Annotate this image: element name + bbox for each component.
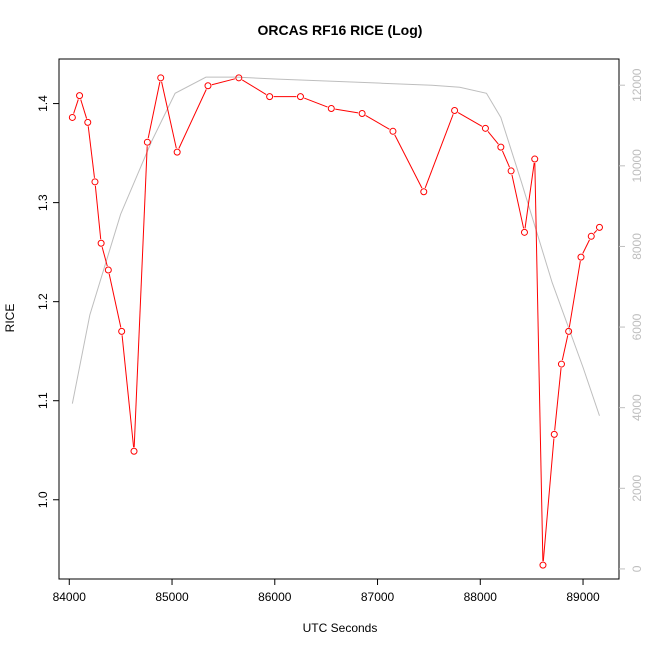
rice-line-segment [424, 114, 454, 189]
x-axis: 84000 85000 86000 87000 88000 89000 [53, 579, 600, 604]
rice-point [173, 148, 181, 156]
y2-tick-label: 0 [630, 565, 644, 572]
rice-line-segment [457, 112, 483, 127]
y-axis-label: RICE [3, 304, 17, 333]
rice-line-segment [394, 134, 423, 189]
rice-line-segment [501, 150, 510, 168]
rice-point [507, 167, 515, 175]
rice-point [389, 127, 397, 135]
rice-line-segment [161, 81, 177, 149]
rice-line-segment [101, 246, 108, 267]
rice-line-segment [554, 367, 562, 431]
rice-line-segment [568, 260, 581, 328]
rice-line-segment [121, 335, 135, 448]
y-axis-left: 1.0 1.1 1.2 1.3 1.4 [36, 95, 59, 508]
rice-point [451, 107, 459, 115]
x-tick-label: 88000 [464, 590, 498, 604]
rice-point [557, 360, 565, 368]
altitude-series [71, 76, 600, 416]
rice-line-segment [511, 174, 525, 229]
rice-line-segment [94, 185, 102, 240]
rice-line-segment [335, 108, 359, 114]
rice-point [481, 124, 489, 132]
y2-tick-label: 12000 [630, 68, 644, 102]
rice-line-segment [365, 115, 390, 130]
y-tick-label: 1.4 [36, 95, 50, 112]
rice-point [358, 109, 366, 117]
y2-tick-label: 4000 [630, 394, 644, 421]
rice-line-segment [147, 81, 161, 139]
rice-line-segment [542, 438, 555, 562]
rice-point [266, 93, 274, 101]
rice-point [143, 138, 151, 146]
rice-point [76, 92, 84, 100]
x-tick-label: 89000 [566, 590, 600, 604]
x-tick-label: 85000 [155, 590, 189, 604]
rice-point [587, 232, 595, 240]
x-axis-label: UTC Seconds [303, 621, 378, 635]
rice-point [104, 266, 112, 274]
rice-point [327, 105, 335, 113]
x-tick-label: 84000 [53, 590, 87, 604]
y2-tick-label: 2000 [630, 475, 644, 502]
rice-point [130, 447, 138, 455]
rice-point [84, 118, 92, 126]
y-tick-label: 1.0 [36, 491, 50, 508]
rice-point [565, 327, 573, 335]
rice-line-segment [211, 78, 236, 86]
rice-point [550, 430, 558, 438]
rice-point [235, 74, 243, 82]
rice-line-segment [582, 239, 590, 254]
y-tick-label: 1.2 [36, 293, 50, 310]
y2-tick-label: 10000 [630, 149, 644, 183]
rice-series [68, 74, 603, 569]
rice-point [204, 82, 212, 90]
rice-point [520, 228, 528, 236]
rice-point [68, 113, 76, 121]
rice-point [296, 93, 304, 101]
rice-point [157, 74, 165, 82]
x-tick-label: 87000 [361, 590, 395, 604]
rice-line-segment [241, 79, 267, 95]
rice-line-segment [108, 273, 122, 328]
chart-title: ORCAS RF16 RICE (Log) [258, 22, 423, 38]
y-tick-label: 1.1 [36, 392, 50, 409]
rice-line-segment [73, 99, 79, 114]
rice-point [531, 155, 539, 163]
rice-line-segment [178, 89, 207, 149]
x-tick-label: 86000 [258, 590, 292, 604]
rice-line-segment [80, 99, 88, 119]
rice-point [497, 143, 505, 151]
rice-point [595, 223, 603, 231]
y2-tick-label: 6000 [630, 313, 644, 340]
rice-line-segment [133, 146, 148, 448]
y-axis-right: 0 2000 4000 6000 8000 10000 12000 [619, 68, 644, 572]
rice-line-segment [87, 126, 95, 178]
rice-point [577, 253, 585, 261]
rice-line-segment [304, 97, 328, 108]
rice-line-segment [593, 229, 598, 234]
rice-line-segment [534, 163, 544, 562]
rice-line-segment [524, 162, 535, 229]
altitude-line [71, 76, 600, 416]
rice-point [539, 561, 547, 569]
rice-point [420, 188, 428, 196]
rice-point [97, 239, 105, 247]
rice-point [118, 327, 126, 335]
y2-tick-label: 8000 [630, 233, 644, 260]
rice-point [91, 178, 99, 186]
y-tick-label: 1.3 [36, 194, 50, 211]
rice-line-segment [487, 131, 499, 145]
plot-frame [58, 58, 620, 580]
rice-line-segment [561, 335, 569, 361]
